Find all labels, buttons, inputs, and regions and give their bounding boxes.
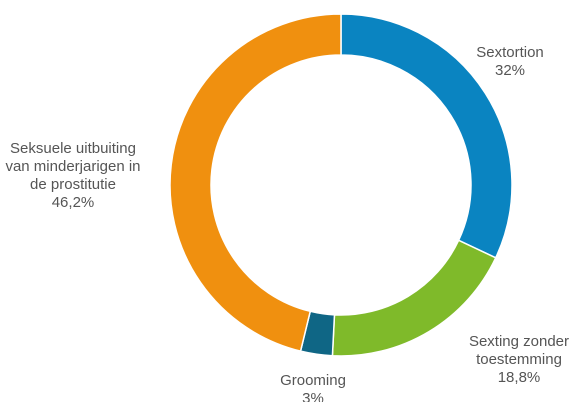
category-label-grooming: Grooming bbox=[280, 372, 346, 389]
value-label-grooming: 3% bbox=[302, 390, 324, 402]
slice-prostitutie bbox=[169, 13, 342, 353]
category-label-sexting: Sexting zonder bbox=[469, 333, 569, 350]
category-label-sexting: toestemming bbox=[476, 351, 562, 368]
value-label-sexting: 18,8% bbox=[498, 369, 541, 386]
value-label-sextortion: 32% bbox=[495, 62, 525, 79]
category-label-prostitutie: de prostitutie bbox=[30, 176, 116, 193]
category-label-prostitutie: van minderjarigen in bbox=[5, 158, 140, 175]
category-label-prostitutie: Seksuele uitbuiting bbox=[10, 140, 136, 157]
value-label-prostitutie: 46,2% bbox=[52, 194, 95, 211]
category-label-sextortion: Sextortion bbox=[476, 44, 544, 61]
